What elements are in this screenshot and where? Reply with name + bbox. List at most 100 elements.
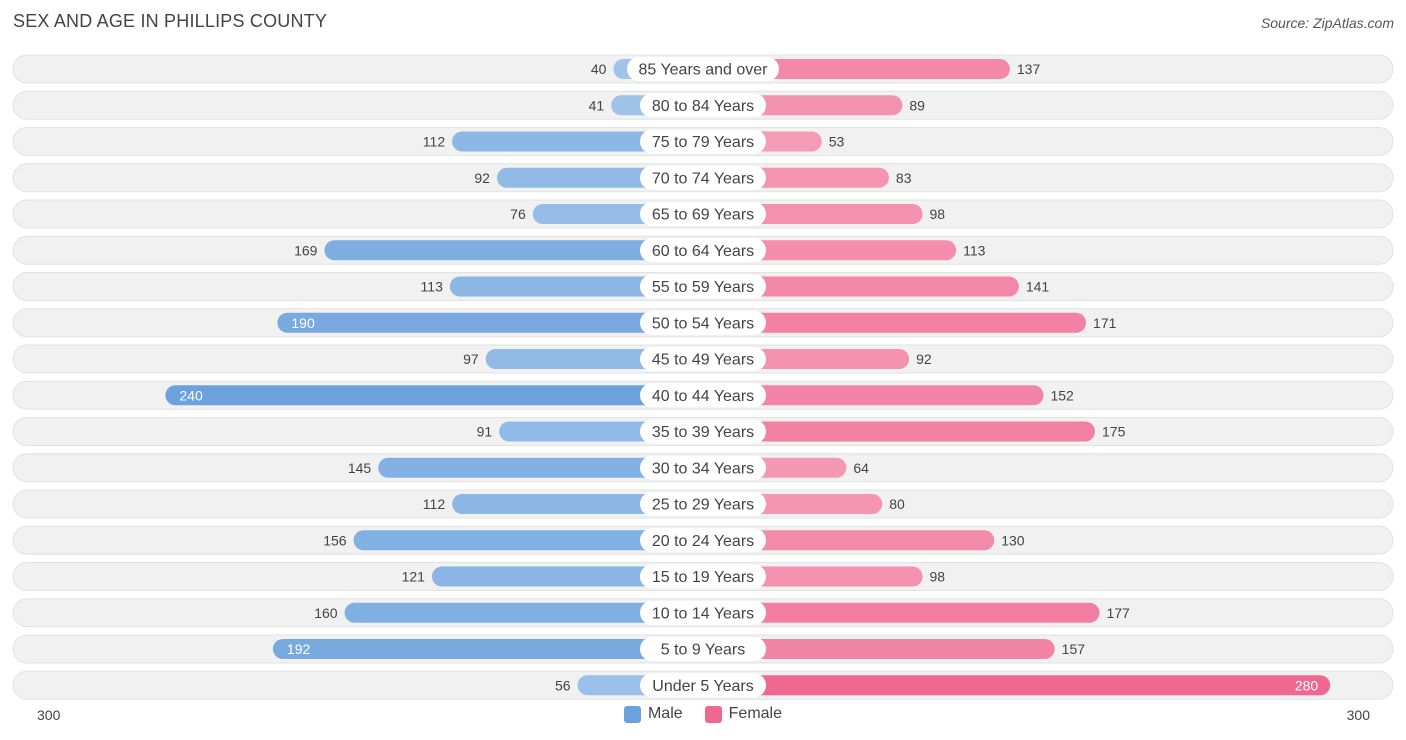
female-value-label: 83 <box>896 170 912 186</box>
category-label: 75 to 79 Years <box>652 134 754 151</box>
category-label-pill <box>640 564 766 589</box>
category-label-pill <box>627 57 779 81</box>
category-label-pill <box>640 528 766 553</box>
axis-right-max-label: 300 <box>1346 707 1370 723</box>
female-value-label: 175 <box>1102 424 1126 440</box>
legend-male-label: Male <box>647 705 683 722</box>
male-bar <box>353 530 703 551</box>
male-bar <box>452 494 703 514</box>
female-value-label: 64 <box>853 460 869 476</box>
female-bar <box>703 675 1331 696</box>
category-label-pill <box>640 310 766 335</box>
female-value-label: 80 <box>889 496 905 512</box>
male-bar <box>452 131 703 152</box>
female-bar <box>703 276 1019 297</box>
male-value-label: 41 <box>589 97 605 113</box>
female-value-label: 113 <box>963 242 986 258</box>
category-label-pill <box>640 637 766 661</box>
female-bar <box>703 421 1095 442</box>
male-bar <box>272 639 703 659</box>
legend-male-swatch <box>623 705 641 723</box>
male-value-label: 91 <box>477 424 493 440</box>
category-label-pill <box>640 492 766 516</box>
category-label: 55 to 59 Years <box>652 279 754 296</box>
female-bar <box>703 59 1010 79</box>
female-value-label: 157 <box>1062 641 1086 657</box>
female-value-label: 280 <box>1295 677 1319 693</box>
female-value-label: 152 <box>1050 387 1074 403</box>
female-bar <box>703 240 957 261</box>
female-bar <box>703 639 1055 659</box>
male-bar <box>324 240 703 261</box>
male-value-label: 240 <box>179 387 203 403</box>
category-label-pill <box>640 347 766 371</box>
category-label: 15 to 19 Years <box>652 569 754 586</box>
category-label: 30 to 34 Years <box>652 460 754 477</box>
female-value-label: 89 <box>909 97 925 113</box>
category-label-pill <box>640 202 766 226</box>
chart-title: SEX AND AGE IN PHILLIPS COUNTY <box>13 11 328 31</box>
category-label: 65 to 69 Years <box>652 207 754 224</box>
category-label-pill <box>640 383 766 408</box>
category-label: 70 to 74 Years <box>652 170 754 187</box>
axis-left-max-label: 300 <box>37 707 61 723</box>
category-label: 35 to 39 Years <box>652 424 754 441</box>
category-label: 10 to 14 Years <box>652 605 754 622</box>
male-value-label: 145 <box>348 460 372 476</box>
male-bar <box>431 566 703 587</box>
female-value-label: 130 <box>1001 532 1025 548</box>
male-value-label: 56 <box>555 677 571 693</box>
male-value-label: 112 <box>423 496 446 512</box>
category-label-pill <box>640 165 766 190</box>
male-value-label: 160 <box>314 605 338 621</box>
category-label-pill <box>640 455 766 480</box>
category-label-pill <box>640 419 766 444</box>
category-label: 20 to 24 Years <box>652 533 754 550</box>
category-label-pill <box>640 673 766 698</box>
category-label: Under 5 Years <box>652 678 753 695</box>
female-bar <box>703 385 1044 406</box>
female-bar <box>703 312 1087 333</box>
category-label: 40 to 44 Years <box>652 388 754 405</box>
category-label-pill <box>640 238 766 263</box>
legend-item-female[interactable]: Female <box>704 705 783 723</box>
male-value-label: 97 <box>463 351 479 367</box>
female-value-label: 171 <box>1093 315 1117 331</box>
female-value-label: 53 <box>829 134 845 150</box>
male-value-label: 112 <box>423 134 446 150</box>
male-value-label: 76 <box>510 206 526 222</box>
male-bar <box>378 457 703 478</box>
male-value-label: 190 <box>291 315 315 331</box>
category-label: 5 to 9 Years <box>661 642 746 659</box>
female-bar <box>703 602 1100 623</box>
category-label: 50 to 54 Years <box>652 315 754 332</box>
male-value-label: 156 <box>323 532 347 548</box>
source-note: Source: ZipAtlas.com <box>1260 15 1394 31</box>
male-value-label: 192 <box>287 641 311 657</box>
male-bar <box>277 312 703 333</box>
male-value-label: 121 <box>402 569 426 585</box>
legend-item-male[interactable]: Male <box>623 705 683 723</box>
category-label-pill <box>640 600 766 625</box>
female-value-label: 98 <box>930 569 946 585</box>
male-value-label: 40 <box>591 61 607 77</box>
male-value-label: 169 <box>294 242 318 258</box>
female-value-label: 92 <box>916 351 932 367</box>
category-label-pill <box>640 129 766 154</box>
category-label: 25 to 29 Years <box>652 497 754 514</box>
female-value-label: 98 <box>930 206 946 222</box>
male-bar <box>344 602 703 623</box>
male-bar <box>449 276 703 297</box>
category-label-pill <box>640 93 766 118</box>
category-label-pill <box>640 274 766 299</box>
female-bar <box>703 530 995 551</box>
legend-female-label: Female <box>728 705 783 722</box>
male-bar <box>165 385 703 406</box>
category-label: 60 to 64 Years <box>652 243 754 260</box>
category-label: 45 to 49 Years <box>652 352 754 369</box>
female-value-label: 141 <box>1026 279 1050 295</box>
female-value-label: 177 <box>1106 605 1130 621</box>
male-value-label: 113 <box>421 279 444 295</box>
category-label: 85 Years and over <box>639 62 769 79</box>
